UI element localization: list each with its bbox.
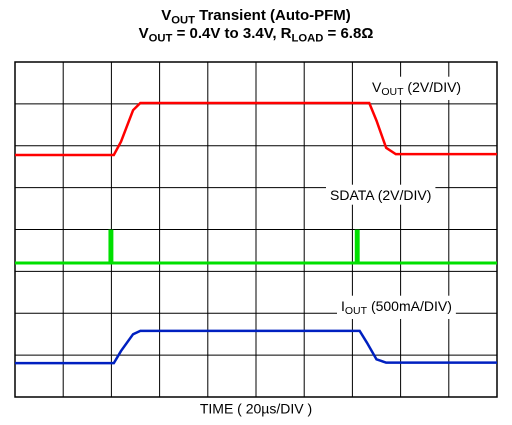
subscript: OUT xyxy=(171,14,195,26)
legend-background xyxy=(337,295,456,319)
legend-label: VOUT (2V/DIV) xyxy=(372,79,461,98)
trace xyxy=(15,101,497,157)
text-part: Transient (Auto-PFM) xyxy=(195,7,351,24)
legend-background xyxy=(326,184,436,205)
text-part: V xyxy=(161,7,171,24)
chart-title: VOUT Transient (Auto-PFM) xyxy=(161,7,351,27)
text-part: = 0.4V to 3.4V, R xyxy=(172,25,291,42)
plot-border xyxy=(14,61,498,398)
subscript: LOAD xyxy=(292,32,324,44)
text-part: V xyxy=(139,25,149,42)
trace xyxy=(15,329,497,365)
chart-subtitle: VOUT = 0.4V to 3.4V, RLOAD = 6.8Ω xyxy=(139,25,374,45)
legend-label: SDATA (2V/DIV) xyxy=(330,187,431,203)
text-part: SDATA (2V/DIV) xyxy=(330,187,431,203)
subscript: OUT xyxy=(149,32,173,44)
text-part: V xyxy=(372,79,382,95)
legend-label: IOUT (500mA/DIV) xyxy=(341,298,452,317)
x-axis-label: TIME ( 20µs/DIV ) xyxy=(200,401,312,417)
subscript: OUT xyxy=(345,305,368,317)
text-part: I xyxy=(341,298,345,314)
subscript: OUT xyxy=(381,86,404,98)
text-part: (2V/DIV) xyxy=(404,79,462,95)
legend-background xyxy=(368,76,466,100)
text-part: = 6.8Ω xyxy=(323,25,373,42)
trace xyxy=(15,229,497,265)
text-part: (500mA/DIV) xyxy=(367,298,452,314)
